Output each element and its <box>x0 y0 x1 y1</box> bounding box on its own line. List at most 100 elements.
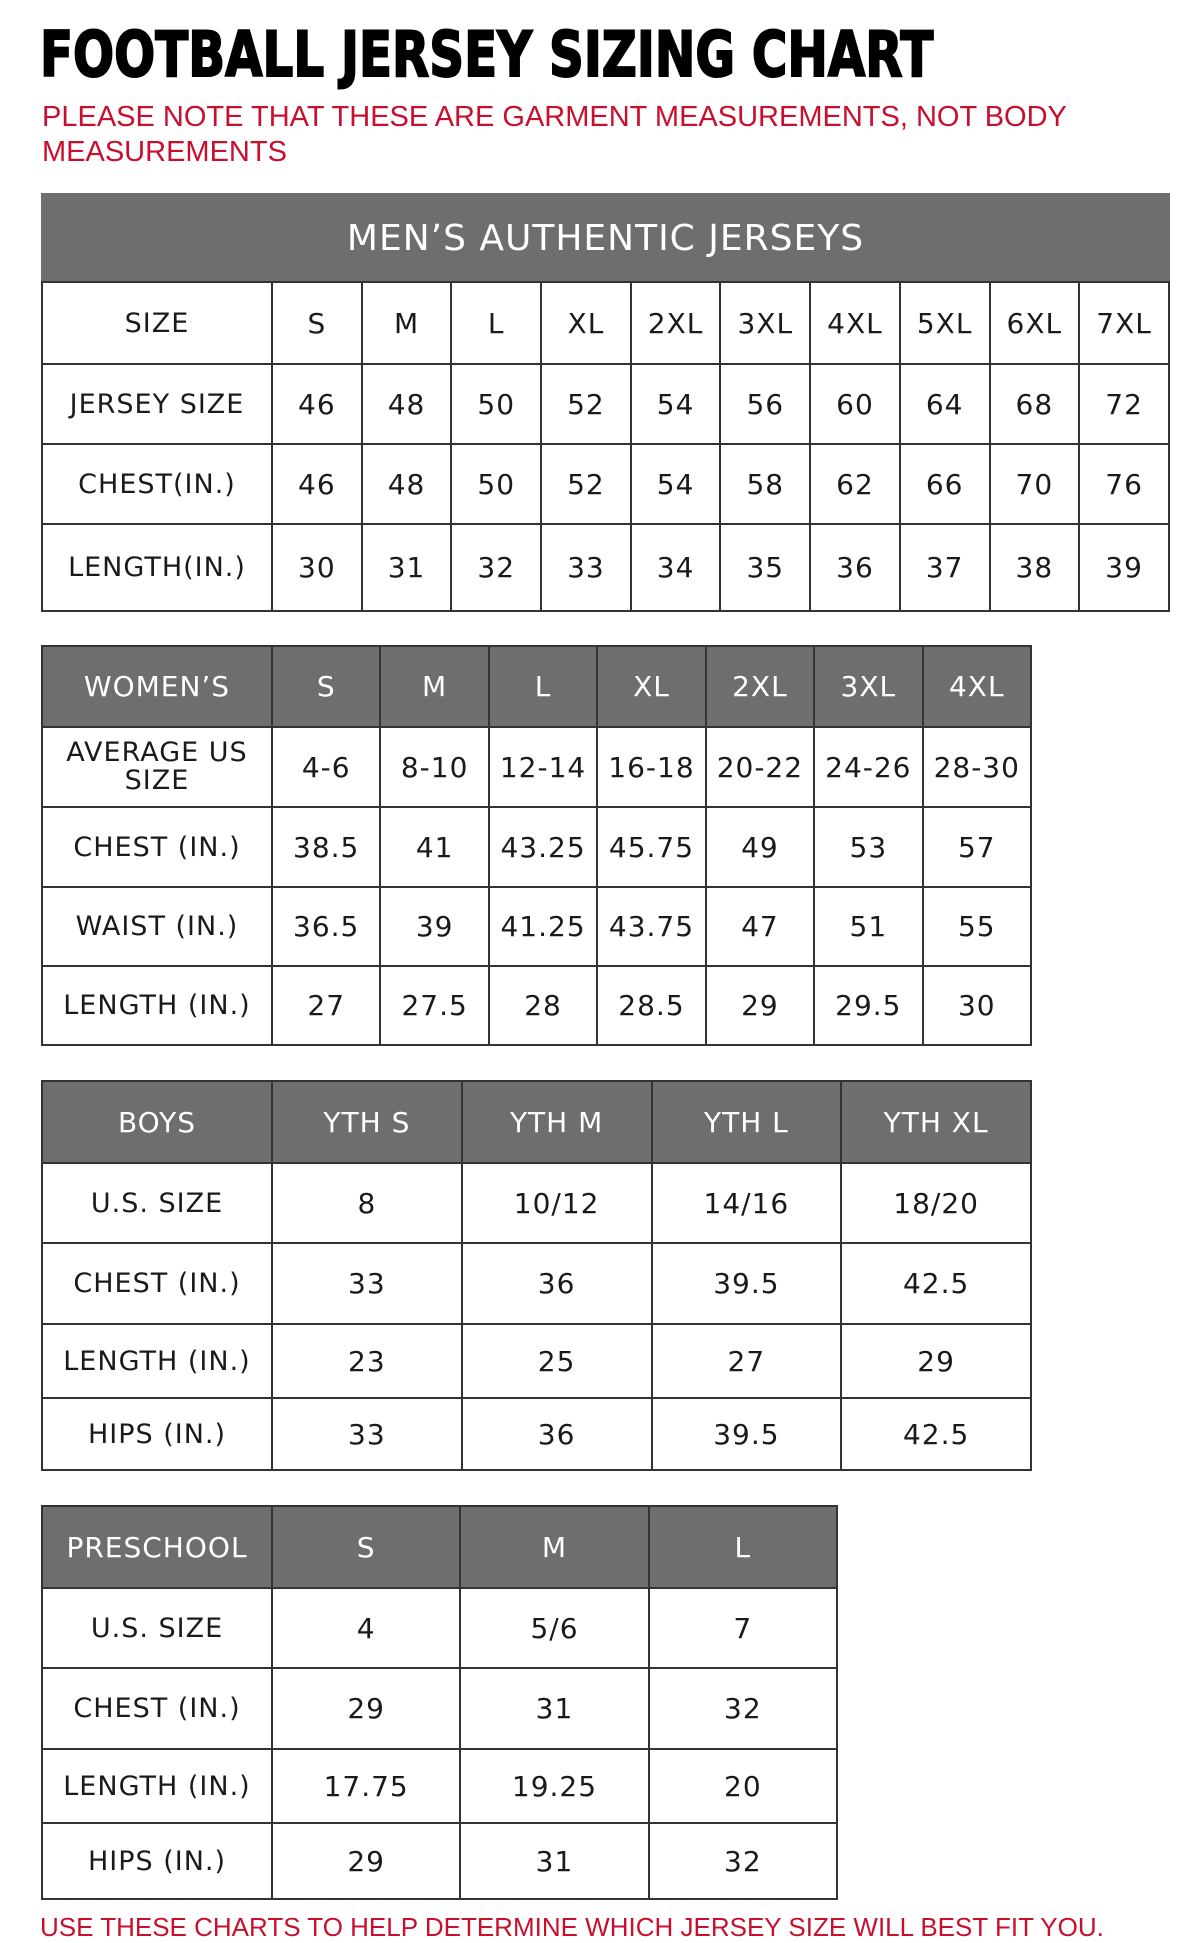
table-row: U.S. SIZE 4 5/6 7 <box>41 1587 839 1669</box>
size-header: YTH L <box>650 1080 843 1164</box>
value-cell: 8 <box>271 1162 463 1244</box>
value-cell: 19.25 <box>459 1748 650 1824</box>
value-cell: 28 <box>487 965 599 1046</box>
header-label: PRESCHOOL <box>41 1505 273 1589</box>
value-cell: 4 <box>270 1587 462 1669</box>
value-cell: 12-14 <box>487 726 599 808</box>
value-cell: 24-26 <box>813 726 924 808</box>
value-cell: 8-10 <box>379 726 490 808</box>
value-cell: 30 <box>921 965 1033 1046</box>
value-cell: 56 <box>719 363 812 445</box>
value-cell: 52 <box>540 363 632 445</box>
row-label: LENGTH (IN.) <box>41 965 273 1046</box>
womens-size-table: WOMEN’S S M L XL 2XL 3XL 4XL AVERAGE US SIZE 4-6 8… <box>41 645 1033 1046</box>
value-cell: 20-22 <box>704 726 816 808</box>
value-cell: 54 <box>629 443 722 525</box>
value-cell: 45.75 <box>596 806 707 888</box>
header-label: WOMEN’S <box>41 645 273 728</box>
table-row: CHEST (IN.) 29 31 32 <box>41 1667 839 1750</box>
value-cell: 52 <box>540 443 632 525</box>
value-cell: 42.5 <box>840 1242 1032 1325</box>
size-header: 2XL <box>629 281 722 365</box>
value-cell: 64 <box>898 363 991 445</box>
value-cell: 27 <box>650 1323 843 1399</box>
value-cell: 31 <box>459 1667 650 1750</box>
header-row: PRESCHOOL S M L <box>41 1505 839 1589</box>
value-cell: 27 <box>270 965 382 1046</box>
value-cell: 18/20 <box>840 1162 1032 1244</box>
table-caption-row: MEN’S AUTHENTIC JERSEYS <box>41 193 1170 283</box>
value-cell: 29 <box>270 1822 462 1900</box>
row-label: HIPS (IN.) <box>41 1822 273 1900</box>
value-cell: 38 <box>988 523 1081 612</box>
row-label: CHEST (IN.) <box>41 1667 273 1750</box>
row-label: CHEST (IN.) <box>41 1242 273 1325</box>
garment-note: PLEASE NOTE THAT THESE ARE GARMENT MEASU… <box>42 101 1067 168</box>
value-cell: 23 <box>271 1323 463 1399</box>
table-row: LENGTH (IN.) 17.75 19.25 20 <box>41 1748 839 1824</box>
row-label: CHEST (IN.) <box>41 806 273 888</box>
value-cell: 36.5 <box>270 886 382 967</box>
value-cell: 17.75 <box>270 1748 462 1824</box>
value-cell: 29 <box>840 1323 1032 1399</box>
header-row: SIZE S M L XL 2XL 3XL 4XL 5XL 6XL 7XL <box>41 281 1170 365</box>
table-row: LENGTH (IN.) 23 25 27 29 <box>41 1323 1032 1399</box>
row-label: HIPS (IN.) <box>41 1397 273 1471</box>
value-cell: 31 <box>360 523 453 612</box>
size-header: 5XL <box>898 281 991 365</box>
size-header: XL <box>596 645 707 728</box>
size-header: L <box>647 1505 839 1589</box>
table-row: AVERAGE US SIZE 4-6 8-10 12-14 16-18 20-22 24-… <box>41 726 1033 808</box>
header-row: WOMEN’S S M L XL 2XL 3XL 4XL <box>41 645 1033 728</box>
value-cell: 58 <box>719 443 812 525</box>
size-header: 6XL <box>988 281 1081 365</box>
value-cell: 28-30 <box>921 726 1033 808</box>
size-header: 4XL <box>809 281 901 365</box>
value-cell: 41.25 <box>487 886 599 967</box>
page-title: FOOTBALL JERSEY SIZING CHART <box>39 17 934 92</box>
header-label: BOYS <box>41 1080 273 1164</box>
value-cell: 50 <box>450 363 543 445</box>
table-row: CHEST(IN.) 46 48 50 52 54 58 62 66 70 76 <box>41 443 1170 525</box>
value-cell: 66 <box>898 443 991 525</box>
value-cell: 10/12 <box>460 1162 653 1244</box>
value-cell: 14/16 <box>650 1162 843 1244</box>
value-cell: 4-6 <box>270 726 382 808</box>
size-header: 3XL <box>719 281 812 365</box>
value-cell: 46 <box>271 363 363 445</box>
size-header: L <box>487 645 599 728</box>
size-header: L <box>450 281 543 365</box>
value-cell: 33 <box>271 1397 463 1471</box>
value-cell: 29 <box>704 965 816 1046</box>
value-cell: 50 <box>450 443 543 525</box>
value-cell: 46 <box>271 443 363 525</box>
row-label: CHEST(IN.) <box>41 443 273 525</box>
value-cell: 60 <box>809 363 901 445</box>
value-cell: 47 <box>704 886 816 967</box>
value-cell: 36 <box>809 523 901 612</box>
preschool-size-table: PRESCHOOL S M L U.S. SIZE 4 5/6 7 CHEST (IN.) 29 3… <box>41 1505 839 1900</box>
value-cell: 39 <box>379 886 490 967</box>
value-cell: 28.5 <box>596 965 707 1046</box>
value-cell: 70 <box>988 443 1081 525</box>
header-row: BOYS YTH S YTH M YTH L YTH XL <box>41 1080 1032 1164</box>
value-cell: 51 <box>813 886 924 967</box>
value-cell: 39.5 <box>650 1242 843 1325</box>
size-header: M <box>459 1505 650 1589</box>
value-cell: 41 <box>379 806 490 888</box>
value-cell: 29 <box>270 1667 462 1750</box>
size-header: 7XL <box>1078 281 1170 365</box>
header-label: SIZE <box>41 281 273 365</box>
value-cell: 42.5 <box>840 1397 1032 1471</box>
value-cell: 16-18 <box>596 726 707 808</box>
value-cell: 49 <box>704 806 816 888</box>
value-cell: 33 <box>540 523 632 612</box>
size-header: M <box>360 281 453 365</box>
value-cell: 43.75 <box>596 886 707 967</box>
table-row: LENGTH (IN.) 27 27.5 28 28.5 29 29.5 30 <box>41 965 1033 1046</box>
value-cell: 76 <box>1078 443 1170 525</box>
value-cell: 48 <box>360 363 453 445</box>
value-cell: 36 <box>460 1397 653 1471</box>
table-row: CHEST (IN.) 33 36 39.5 42.5 <box>41 1242 1032 1325</box>
row-label: LENGTH (IN.) <box>41 1323 273 1399</box>
